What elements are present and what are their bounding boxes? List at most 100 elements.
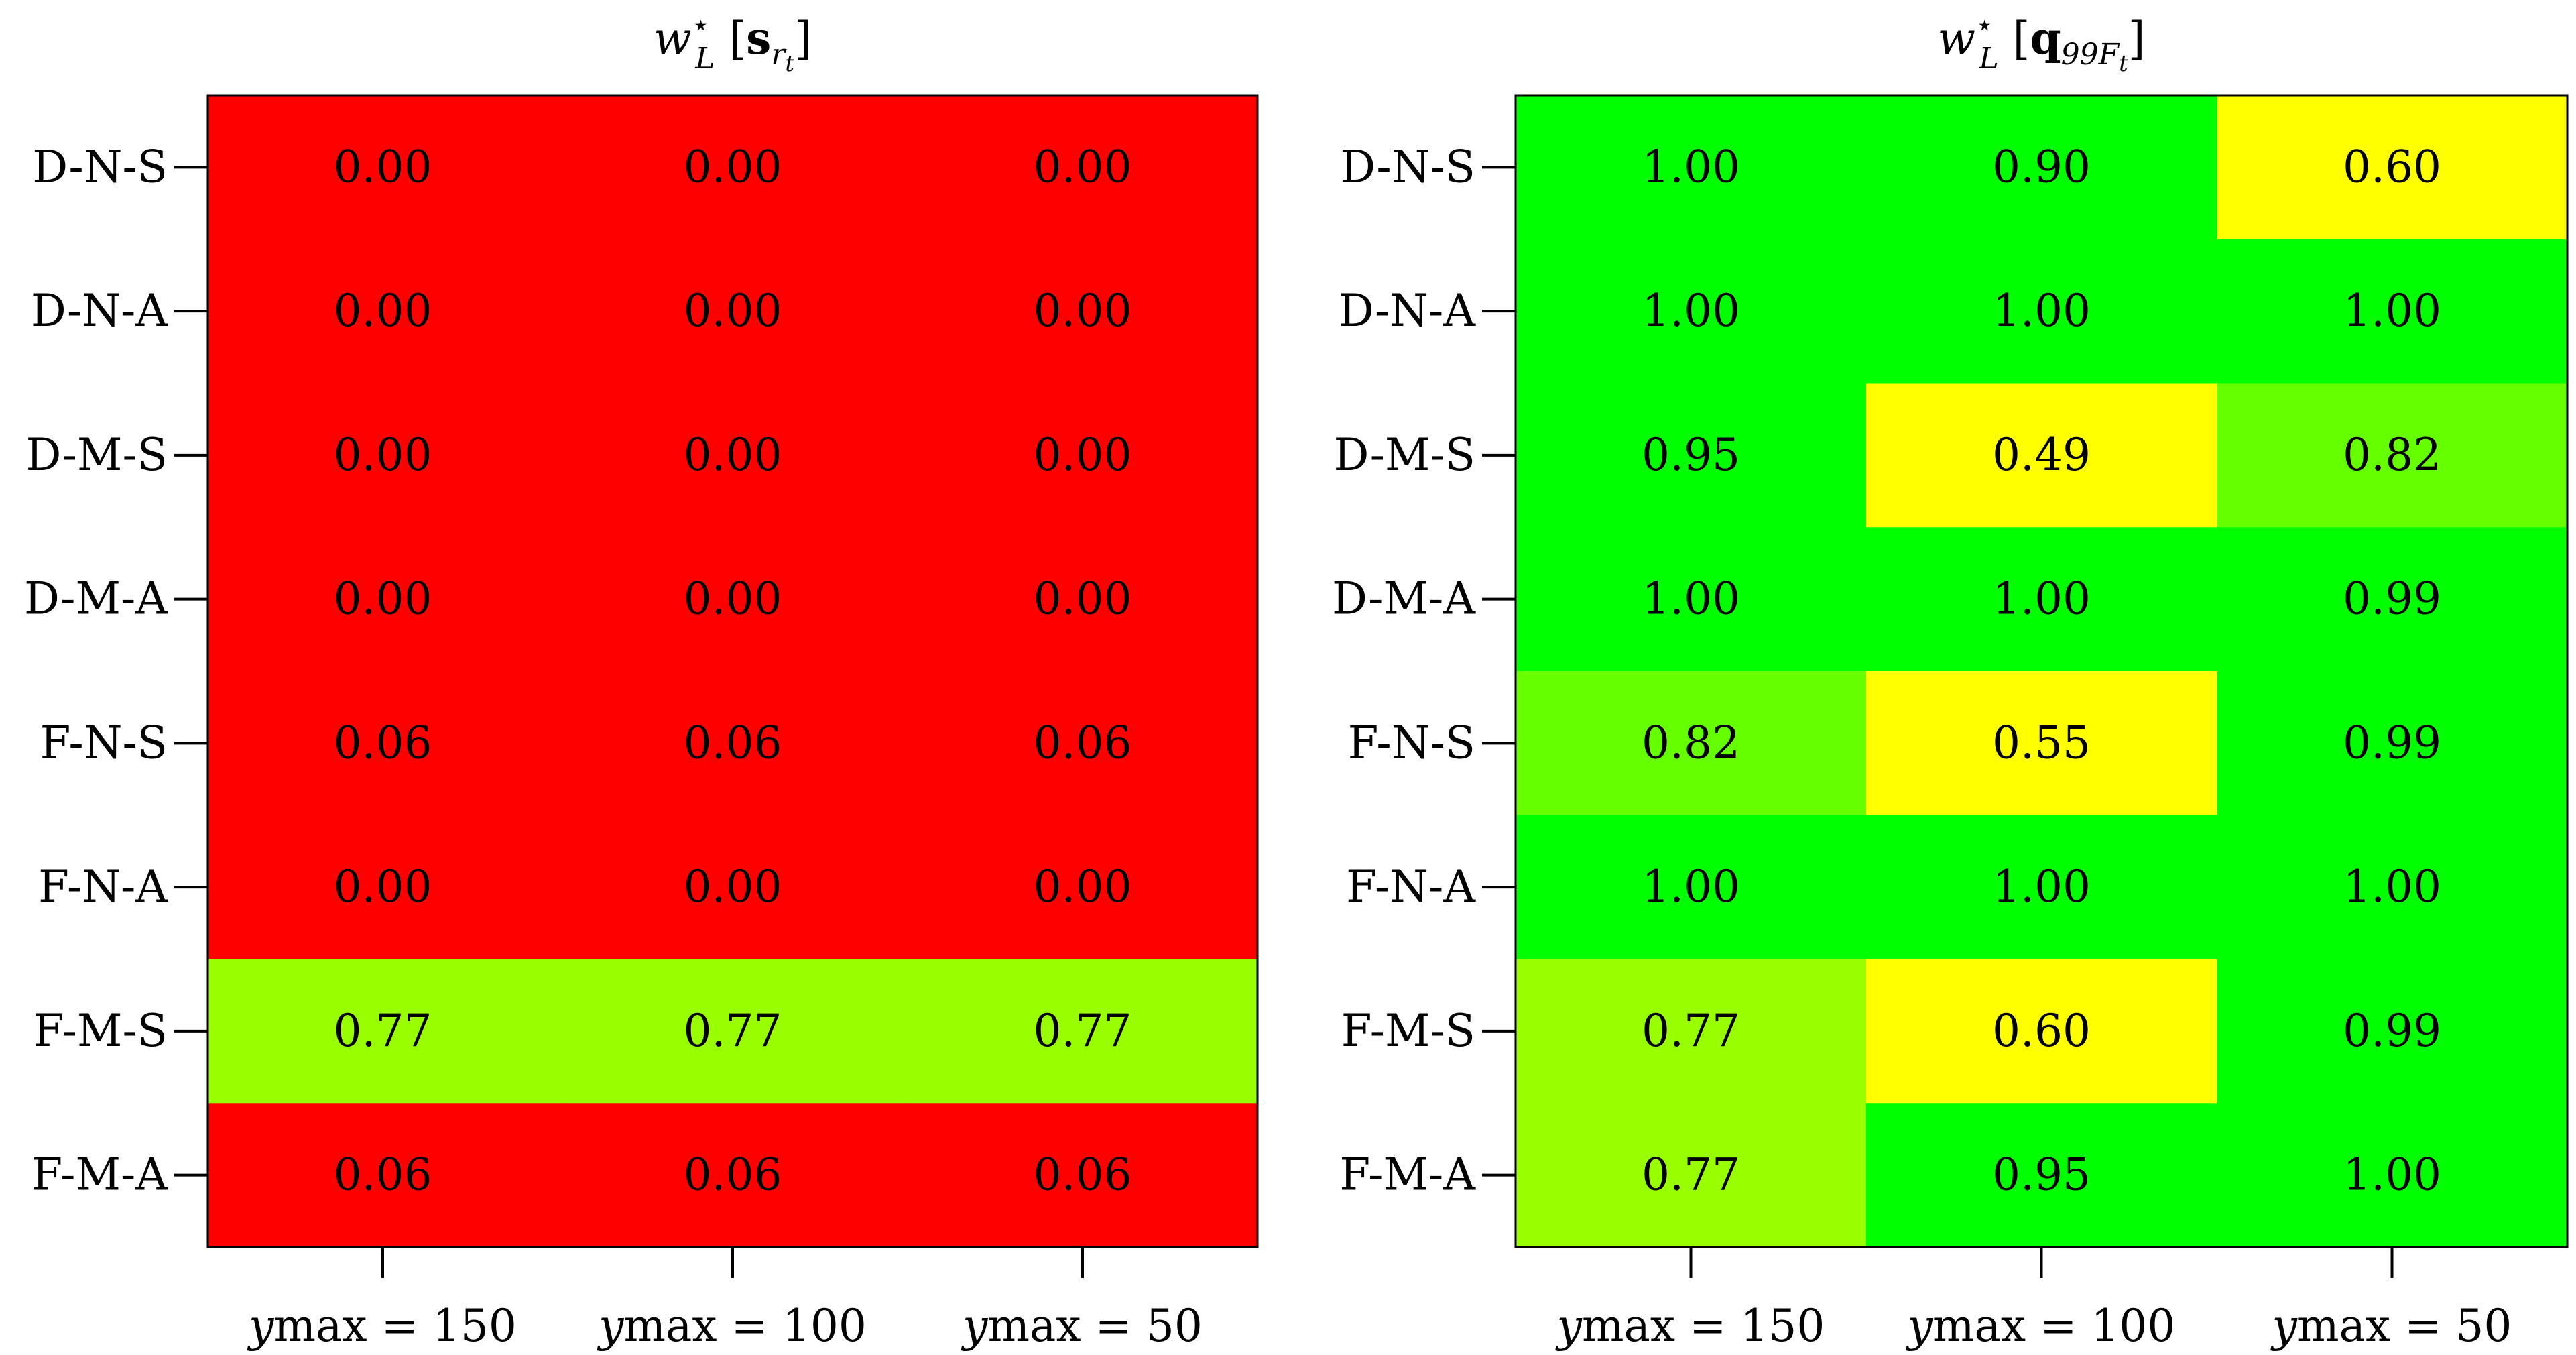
heatmap-cell xyxy=(908,815,1258,960)
y-tick-label: F-M-S xyxy=(1341,1005,1475,1057)
cell-value-label: 0.95 xyxy=(1992,1149,2091,1201)
cell-value-label: 0.00 xyxy=(684,141,782,192)
heatmap-cell xyxy=(1866,239,2217,384)
heatmap-cell xyxy=(908,1103,1258,1248)
heatmap-cell xyxy=(2217,527,2568,672)
cell-value-label: 0.00 xyxy=(334,861,432,912)
y-tick-label: D-N-A xyxy=(1339,285,1476,337)
cell-value-label: 1.00 xyxy=(1642,285,1740,337)
heatmap-cell xyxy=(2217,815,2568,960)
cell-value-label: 0.82 xyxy=(1642,717,1740,768)
y-tick-label: F-N-S xyxy=(1348,717,1475,768)
cell-value-label: 0.49 xyxy=(1992,429,2091,481)
heatmap-cell xyxy=(2217,383,2568,528)
y-tick-label: F-N-A xyxy=(1346,861,1476,912)
heatmap-cell xyxy=(1866,383,2217,528)
cell-value-label: 0.77 xyxy=(1642,1005,1740,1057)
y-tick-label: F-M-S xyxy=(34,1005,168,1057)
x-tick-label: ymax = 150 xyxy=(247,1300,517,1352)
heatmap-cell xyxy=(1866,95,2217,240)
heatmap-cell xyxy=(2217,239,2568,384)
cell-value-label: 0.06 xyxy=(684,717,782,768)
heatmap-cell xyxy=(1866,671,2217,816)
heatmap-cell xyxy=(558,815,908,960)
heatmap-cell xyxy=(208,815,558,960)
cell-value-label: 0.06 xyxy=(334,1149,432,1201)
heatmap-cell xyxy=(1866,527,2217,672)
cell-value-label: 0.00 xyxy=(684,861,782,912)
heatmap-cell xyxy=(208,959,558,1104)
cell-value-label: 0.00 xyxy=(1034,861,1132,912)
cell-value-label: 1.00 xyxy=(1992,861,2091,912)
y-tick-label: D-N-S xyxy=(1340,141,1475,192)
cell-value-label: 1.00 xyxy=(1642,861,1740,912)
cell-value-label: 0.77 xyxy=(1034,1005,1132,1057)
heatmap-cell xyxy=(1866,815,2217,960)
heatmap-cell xyxy=(1516,239,1867,384)
heatmap-cell xyxy=(558,527,908,672)
y-tick-label: D-M-A xyxy=(1332,573,1476,625)
heatmap-cell xyxy=(908,239,1258,384)
cell-value-label: 0.99 xyxy=(2343,1005,2441,1057)
cell-value-label: 1.00 xyxy=(2343,861,2441,912)
cell-value-label: 0.00 xyxy=(334,429,432,481)
heatmap-cell xyxy=(2217,1103,2568,1248)
heatmap-cell xyxy=(558,383,908,528)
heatmap-cell xyxy=(908,671,1258,816)
heatmap-cell xyxy=(1516,383,1867,528)
cell-value-label: 0.90 xyxy=(1992,141,2091,192)
heatmap-cell xyxy=(908,527,1258,672)
x-tick-label: ymax = 100 xyxy=(597,1300,867,1352)
x-tick-label: ymax = 50 xyxy=(2270,1300,2512,1352)
cell-value-label: 1.00 xyxy=(1642,573,1740,625)
cell-value-label: 0.77 xyxy=(684,1005,782,1057)
cell-value-label: 0.06 xyxy=(684,1149,782,1201)
heatmap-cell xyxy=(208,527,558,672)
panel-title: w⋆ L [q99Ft] xyxy=(1937,8,2145,77)
x-tick-label: ymax = 50 xyxy=(961,1300,1203,1352)
heatmap-cell xyxy=(2217,95,2568,240)
heatmap-cell xyxy=(2217,671,2568,816)
cell-value-label: 0.00 xyxy=(684,573,782,625)
heatmap-cell xyxy=(208,95,558,240)
heatmap-cell xyxy=(558,1103,908,1248)
heatmap-cell xyxy=(908,95,1258,240)
cell-value-label: 1.00 xyxy=(1992,285,2091,337)
heatmap-cell xyxy=(558,239,908,384)
cell-value-label: 1.00 xyxy=(2343,1149,2441,1201)
cell-value-label: 0.00 xyxy=(1034,285,1132,337)
cell-value-label: 0.00 xyxy=(684,285,782,337)
heatmap-cell xyxy=(1866,1103,2217,1248)
cell-value-label: 0.77 xyxy=(334,1005,432,1057)
y-tick-label: F-N-S xyxy=(40,717,168,768)
cell-value-label: 0.00 xyxy=(1034,141,1132,192)
cell-value-label: 0.00 xyxy=(334,285,432,337)
cell-value-label: 0.55 xyxy=(1992,717,2091,768)
cell-value-label: 0.77 xyxy=(1642,1149,1740,1201)
y-tick-label: D-N-S xyxy=(32,141,168,192)
cell-value-label: 0.06 xyxy=(334,717,432,768)
heatmap-cell xyxy=(1516,95,1867,240)
cell-value-label: 0.00 xyxy=(334,141,432,192)
cell-value-label: 0.00 xyxy=(1034,573,1132,625)
heatmap-cell xyxy=(208,671,558,816)
y-tick-label: D-M-A xyxy=(24,573,168,625)
heatmap-cell xyxy=(1516,815,1867,960)
cell-value-label: 0.99 xyxy=(2343,717,2441,768)
cell-value-label: 0.06 xyxy=(1034,1149,1132,1201)
y-tick-label: D-N-A xyxy=(31,285,168,337)
cell-value-label: 0.95 xyxy=(1642,429,1740,481)
heatmap-cell xyxy=(208,239,558,384)
heatmap-cell xyxy=(908,383,1258,528)
x-tick-label: ymax = 100 xyxy=(1906,1300,2176,1352)
heatmap-cell xyxy=(908,959,1258,1104)
cell-value-label: 0.60 xyxy=(1992,1005,2091,1057)
heatmap-panel-left: 0.00 0.00 0.00 0.00 0.00 0.00 0.00 0.00 0.00 0.00… xyxy=(24,8,1259,1352)
cell-value-label: 0.06 xyxy=(1034,717,1132,768)
cell-value-label: 0.99 xyxy=(2343,573,2441,625)
cell-value-label: 0.60 xyxy=(2343,141,2441,192)
heatmap-cell xyxy=(1516,671,1867,816)
cell-value-label: 1.00 xyxy=(1992,573,2091,625)
heatmap-panel-right: 1.00 0.90 0.60 1.00 1.00 1.00 0.95 0.49 0.82 1.00… xyxy=(1332,8,2569,1352)
